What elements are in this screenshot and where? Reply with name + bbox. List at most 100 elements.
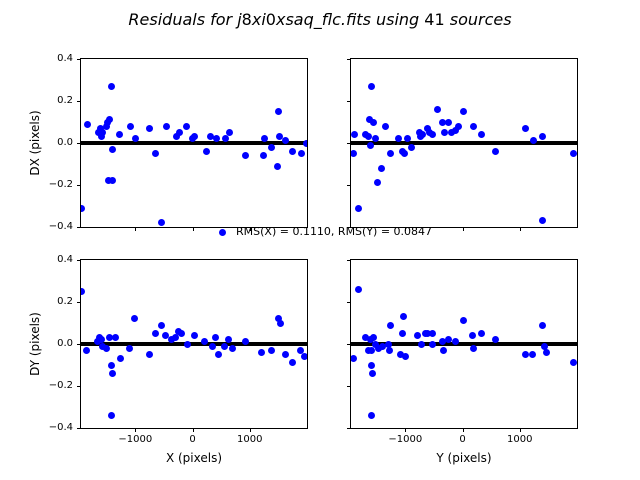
data-point — [107, 82, 115, 90]
data-point — [440, 346, 448, 354]
x-tick-mark — [192, 428, 194, 432]
data-point — [116, 355, 124, 363]
data-point — [97, 336, 105, 344]
y-tick-mark — [347, 143, 351, 144]
data-point — [94, 338, 102, 346]
x-tick-mark — [405, 227, 407, 231]
y-tick-label: −0.2 — [48, 179, 73, 190]
data-point — [375, 344, 383, 352]
data-point — [201, 338, 209, 346]
data-point — [477, 330, 485, 337]
data-point — [258, 348, 266, 356]
y-tick-label: −0.4 — [48, 221, 73, 232]
x-tick-mark — [249, 227, 251, 231]
x-tick-mark — [192, 227, 194, 231]
data-point — [385, 340, 393, 348]
subplot-dy-vs-x: −1000 0 1000 0.4 0.2 0.0 −0.2 −0.4 X (pixels) DY … — [28, 255, 308, 464]
y-tick-label: 0.0 — [57, 338, 73, 349]
x-axis-label: X (pixels) — [165, 451, 223, 465]
x-tick-mark — [519, 428, 521, 432]
data-point — [541, 342, 549, 350]
data-point — [203, 147, 211, 155]
data-point — [282, 137, 290, 145]
data-point — [452, 338, 460, 346]
data-point — [132, 135, 140, 143]
zero-reference-line — [81, 141, 307, 145]
y-tick-mark — [77, 386, 81, 387]
zero-reference-line — [81, 342, 307, 346]
y-tick-mark — [77, 143, 81, 144]
data-point — [386, 150, 394, 157]
y-tick-mark — [347, 101, 351, 102]
data-point — [108, 369, 116, 377]
data-point — [275, 315, 283, 323]
figure-title-part: 41 — [424, 10, 445, 29]
data-point — [371, 340, 379, 348]
data-point — [302, 139, 307, 147]
y-axis-label: DY (pixels) — [28, 312, 42, 376]
data-point — [298, 150, 306, 157]
data-point — [221, 135, 229, 143]
data-point — [351, 355, 357, 363]
rms-legend: RMS(X) = 0.1110, RMS(Y) = 0.0847 — [219, 225, 432, 239]
data-point — [539, 321, 547, 329]
data-point — [529, 351, 537, 358]
data-point — [228, 344, 236, 352]
data-point — [413, 332, 421, 340]
data-point — [385, 346, 393, 354]
data-point — [224, 336, 232, 344]
data-point — [370, 118, 378, 126]
data-point — [289, 147, 297, 155]
data-point — [107, 361, 115, 369]
data-point — [274, 162, 282, 170]
data-point — [109, 145, 117, 153]
data-point — [183, 340, 191, 348]
data-point — [214, 351, 222, 358]
data-point — [151, 330, 159, 337]
data-point — [445, 118, 453, 126]
data-point — [275, 108, 283, 115]
data-point — [351, 150, 357, 157]
data-point — [289, 359, 297, 367]
data-point — [178, 330, 186, 337]
data-point — [96, 124, 104, 132]
data-point — [386, 321, 394, 329]
x-tick-mark — [519, 227, 521, 231]
figure-title-part: Residuals for j — [128, 10, 242, 29]
figure-title-part: 8 — [241, 10, 252, 29]
y-tick-label: 0.4 — [57, 53, 73, 64]
data-point — [396, 351, 404, 358]
zero-reference-line — [351, 342, 577, 346]
data-point — [220, 342, 228, 350]
data-point — [522, 124, 530, 132]
zero-reference-line — [351, 141, 577, 145]
y-tick-mark — [77, 344, 81, 345]
y-tick-label: 0.2 — [57, 296, 73, 307]
data-point — [365, 133, 372, 141]
data-point — [365, 116, 373, 124]
data-point — [378, 342, 386, 350]
data-point — [371, 135, 379, 143]
data-point — [146, 351, 154, 358]
subplot-dx-vs-y — [347, 58, 578, 231]
data-point — [151, 150, 159, 157]
data-point — [374, 179, 382, 187]
data-point — [423, 124, 431, 132]
data-point — [191, 332, 199, 340]
data-point — [400, 313, 408, 321]
data-point — [366, 141, 374, 149]
data-point — [530, 137, 538, 145]
data-point — [241, 338, 249, 346]
data-point — [377, 164, 385, 172]
data-point — [403, 135, 411, 143]
y-tick-mark — [77, 59, 81, 60]
data-point — [492, 336, 500, 344]
data-point — [492, 147, 500, 155]
data-point — [116, 131, 124, 139]
y-tick-label: 0.2 — [57, 95, 73, 106]
data-point — [382, 122, 390, 130]
plot-area — [81, 59, 307, 227]
data-point — [172, 133, 180, 141]
x-tick-mark — [135, 428, 137, 432]
data-point — [157, 219, 165, 227]
